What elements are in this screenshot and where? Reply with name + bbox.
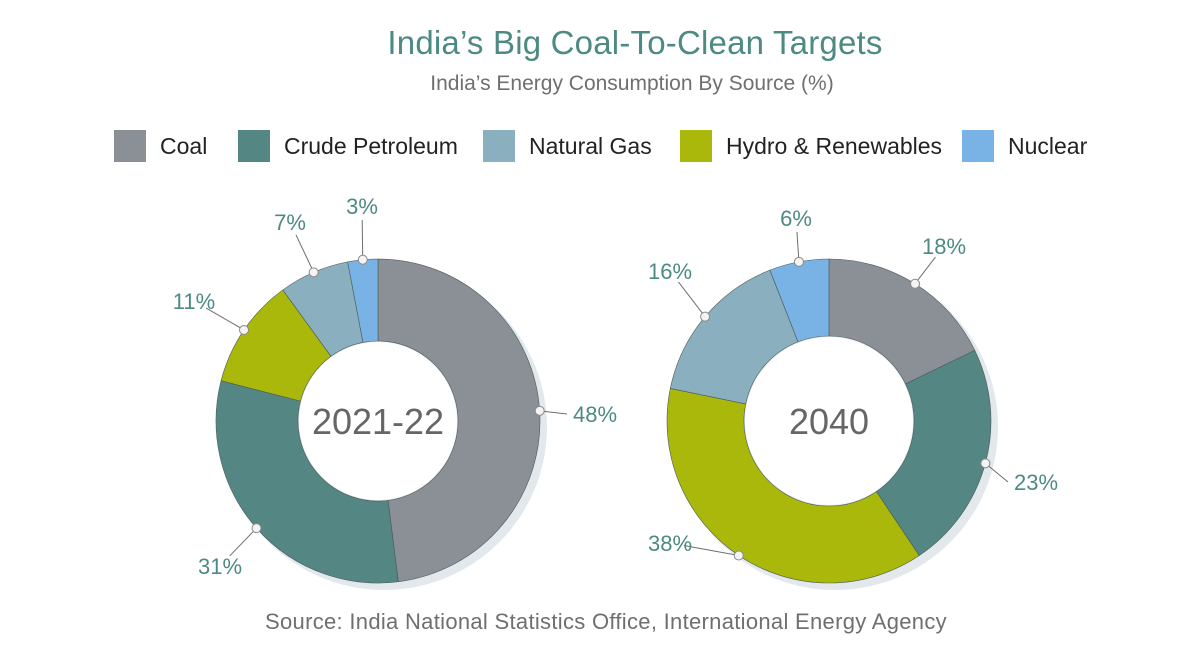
chart-title: India’s Big Coal-To-Clean Targets — [387, 24, 883, 61]
legend-label: Crude Petroleum — [284, 132, 458, 159]
donut-hole — [745, 337, 913, 505]
donut-slice-crude-petroleum — [215, 380, 399, 584]
legend-label: Coal — [160, 132, 208, 159]
legend-swatch — [962, 130, 994, 162]
legend-label: Nuclear — [1008, 132, 1088, 159]
chart-subtitle: India’s Energy Consumption By Source (%) — [430, 72, 834, 95]
label-marker — [239, 324, 250, 335]
legend-label: Hydro & Renewables — [726, 132, 943, 159]
legend-item-nuclear: Nuclear — [962, 128, 1087, 164]
donut-chart-0: 2021-22 48% 31% 11% 7% 3% — [173, 194, 617, 590]
legend-item-crude-petroleum: Crude Petroleum — [238, 128, 458, 164]
label-marker — [251, 523, 262, 534]
donut-slice-nuclear — [769, 258, 830, 343]
legend-swatch — [238, 130, 270, 162]
legend-label: Natural Gas — [529, 132, 652, 159]
donut-center-label: 2040 — [789, 401, 869, 442]
label-marker — [357, 254, 368, 265]
data-label: 23% — [1014, 470, 1058, 495]
data-label: 7% — [274, 210, 306, 235]
legend-item-coal: Coal — [114, 128, 207, 164]
leader-line — [205, 307, 245, 331]
legend-swatch — [114, 130, 146, 162]
label-marker — [733, 550, 744, 561]
donut-slice-nuclear — [347, 258, 379, 343]
label-marker — [910, 278, 921, 289]
leader-line — [683, 545, 739, 557]
data-label: 3% — [346, 194, 378, 219]
donut-hole — [299, 342, 457, 500]
legend-item-hydro-renewables: Hydro & Renewables — [680, 128, 942, 164]
donut-slice-hydro-renewables — [666, 388, 920, 584]
leader-line — [361, 219, 364, 260]
data-label: 16% — [648, 259, 692, 284]
donut-slice-crude-petroleum — [875, 349, 992, 556]
data-label: 38% — [648, 531, 692, 556]
data-label: 6% — [780, 206, 812, 231]
source-note: Source: India National Statistics Office… — [265, 609, 947, 634]
legend-item-natural-gas: Natural Gas — [483, 128, 652, 164]
label-marker — [534, 405, 545, 416]
donut-slice-coal — [828, 258, 976, 385]
leader-line — [678, 281, 706, 317]
leader-line — [295, 234, 315, 273]
legend: Coal Crude Petroleum Natural Gas Hydro &… — [0, 128, 1200, 164]
label-marker — [308, 267, 319, 278]
legend-swatch — [483, 130, 515, 162]
data-label: 18% — [922, 234, 966, 259]
data-label: 11% — [173, 289, 215, 314]
label-marker — [980, 458, 991, 469]
donut-chart-1: 2040 18% 23% 38% 16% 6% — [648, 206, 1058, 590]
data-label: 48% — [573, 402, 617, 427]
label-marker — [793, 256, 804, 267]
data-label: 31% — [198, 554, 242, 579]
leader-line — [914, 256, 936, 285]
donut-slice-coal — [377, 258, 541, 583]
legend-swatch — [680, 130, 712, 162]
label-marker — [700, 311, 711, 322]
leader-line — [229, 527, 257, 557]
donut-center-label: 2021-22 — [312, 401, 444, 442]
